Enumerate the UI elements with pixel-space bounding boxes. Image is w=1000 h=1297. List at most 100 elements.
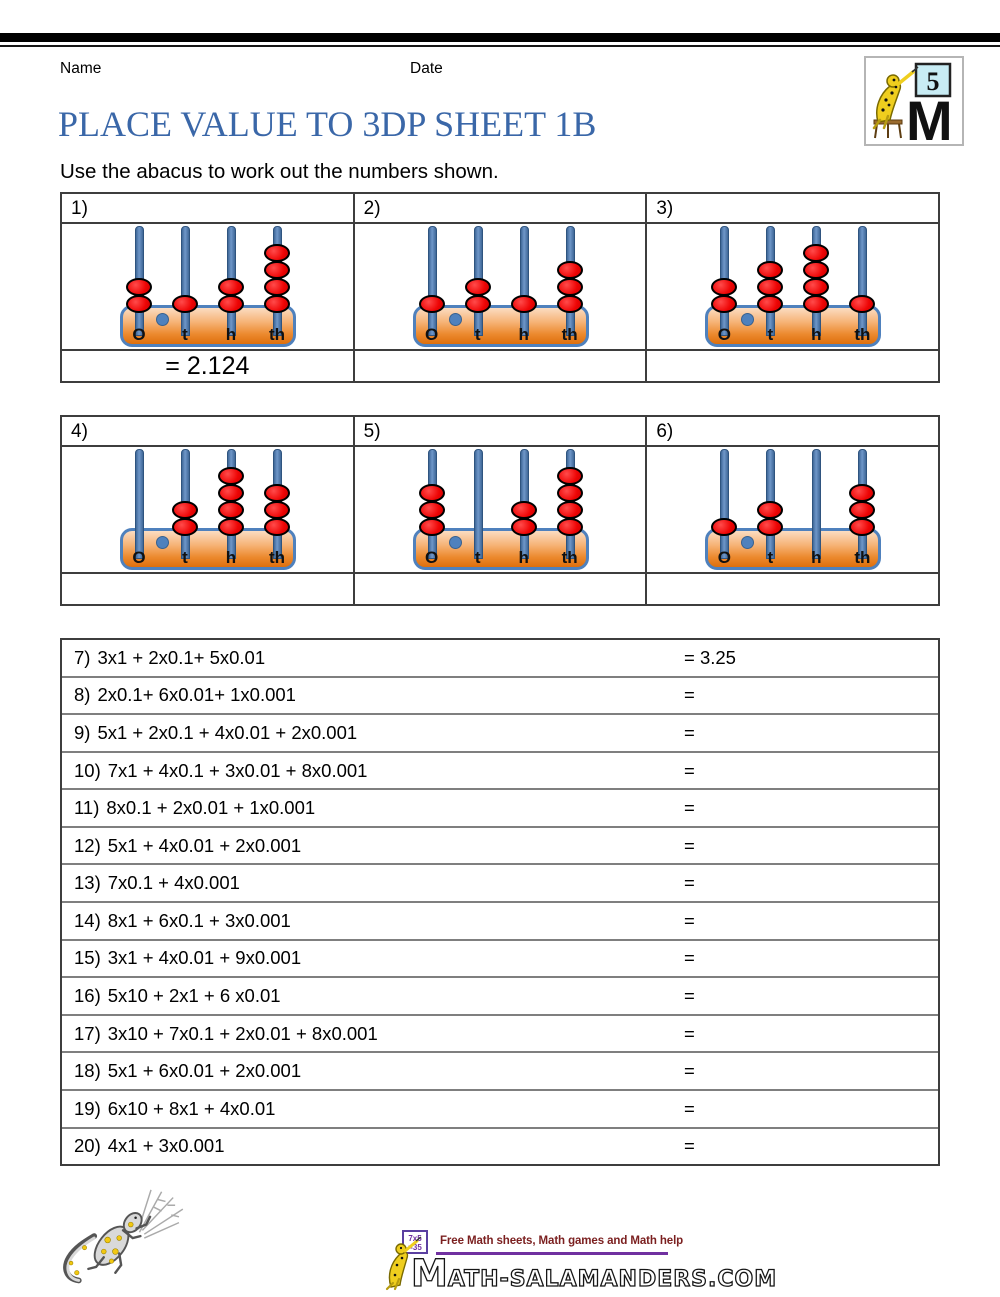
abacus-bead xyxy=(849,484,876,502)
abacus-bead xyxy=(418,501,445,519)
equation-answer: = xyxy=(684,947,695,969)
abacus-column-label: O xyxy=(132,325,146,344)
page-title: PLACE VALUE TO 3DP SHEET 1B xyxy=(58,104,597,144)
abacus-bead xyxy=(218,518,244,536)
abacus-bead xyxy=(757,261,784,279)
abacus-bead xyxy=(218,501,244,519)
equation-row: 8) 2x0.1+ 6x0.01+ 1x0.001 = xyxy=(62,675,938,714)
abacus-column-label: t xyxy=(767,548,774,567)
svg-text:M: M xyxy=(906,89,953,144)
abacus-base xyxy=(120,305,296,347)
equation-number: 14) xyxy=(74,909,101,931)
decimal-point-marker xyxy=(448,536,462,549)
footer-tagline: Free Math sheets, Math games and Math he… xyxy=(440,1235,684,1247)
abacus-bead xyxy=(711,295,738,313)
equation-number: 17) xyxy=(74,1022,101,1044)
equation-row: 11) 8x0.1 + 2x0.01 + 1x0.001 = xyxy=(62,788,938,826)
footer-purple-rule xyxy=(436,1252,668,1255)
equation-expression: 3x1 + 4x0.01 + 9x0.001 xyxy=(107,947,302,969)
abacus-rod xyxy=(720,449,730,559)
equation-expression: 7x0.1 + 4x0.001 xyxy=(107,872,240,894)
abacus-base xyxy=(120,528,296,570)
equation-answer: = xyxy=(684,797,695,819)
equation-expression: 5x1 + 6x0.01 + 2x0.001 xyxy=(107,1060,302,1082)
abacus-bead xyxy=(510,518,537,536)
equation-answer: = xyxy=(684,759,695,781)
abacus-column-label: h xyxy=(518,548,529,567)
abacus-column-label: t xyxy=(182,325,188,344)
abacus-bead xyxy=(803,261,830,279)
abacus-rod xyxy=(519,226,529,336)
svg-text:5: 5 xyxy=(927,67,940,96)
abacus-base xyxy=(705,528,882,570)
decimal-point-marker xyxy=(741,313,755,326)
equation-number: 19) xyxy=(74,1097,101,1119)
decimal-point-marker xyxy=(156,313,169,326)
abacus-bead xyxy=(264,244,290,262)
abacus-bead xyxy=(264,501,290,519)
date-label: Date xyxy=(410,60,443,77)
abacus-bead xyxy=(556,518,583,536)
equation-row: 9) 5x1 + 2x0.1 + 4x0.01 + 2x0.001 = xyxy=(62,713,938,751)
abacus-bead xyxy=(556,295,583,313)
abacus-bead xyxy=(556,467,583,485)
answer-cell xyxy=(62,572,353,603)
svg-text:7x5: 7x5 xyxy=(408,1234,422,1243)
problem-number: 3) xyxy=(647,194,939,224)
abacus-rod xyxy=(858,226,868,336)
equation-expression: 4x1 + 3x0.001 xyxy=(107,1135,225,1157)
abacus-base xyxy=(412,305,589,347)
problem-number: 2) xyxy=(354,194,646,224)
equation-row: 14) 8x1 + 6x0.1 + 3x0.001 = xyxy=(62,901,938,939)
instruction-text: Use the abacus to work out the numbers s… xyxy=(60,160,499,183)
abacus-bead xyxy=(218,278,244,296)
answer-cell xyxy=(647,572,939,603)
abacus-rod xyxy=(812,449,822,559)
abacus-bead xyxy=(172,518,198,536)
abacus-bead xyxy=(757,278,784,296)
abacus-bead xyxy=(418,484,445,502)
equation-row: 19) 6x10 + 8x1 + 4x0.01 = xyxy=(62,1088,938,1127)
decimal-point-marker xyxy=(741,536,755,549)
abacus-bead xyxy=(464,278,491,296)
equation-answer: = xyxy=(684,909,695,931)
equation-row: 18) 5x1 + 6x0.01 + 2x0.001 = xyxy=(62,1051,938,1089)
abacus-column-label: O xyxy=(717,548,731,567)
problem-number: 6) xyxy=(647,417,939,447)
answer-cell xyxy=(354,572,646,603)
equation-answer: = xyxy=(684,1135,695,1157)
problem-number: 1) xyxy=(62,194,353,224)
abacus-bead xyxy=(172,295,198,313)
equation-expression: 8x0.1 + 2x0.01 + 1x0.001 xyxy=(106,797,316,819)
abacus-column-label: O xyxy=(425,325,439,344)
equation-expression: 5x10 + 2x1 + 6 x0.01 xyxy=(107,984,281,1006)
equation-answer: = xyxy=(684,1060,695,1082)
abacus-bead xyxy=(464,295,491,313)
abacus-bead xyxy=(803,295,830,313)
equation-number: 12) xyxy=(74,834,101,856)
equation-row: 10) 7x1 + 4x0.1 + 3x0.01 + 8x0.001 = xyxy=(62,750,938,789)
equation-answer: = xyxy=(684,834,695,856)
equation-expression: 2x0.1+ 6x0.01+ 1x0.001 xyxy=(97,684,296,706)
top-rule-thin xyxy=(0,45,1000,47)
abacus-bead xyxy=(757,295,784,313)
site-rest: ATH-SALAMANDERS.COM xyxy=(447,1266,778,1292)
abacus-bead xyxy=(849,501,876,519)
abacus-column-label: th xyxy=(561,325,578,344)
equation-row: 15) 3x1 + 4x0.01 + 9x0.001 = xyxy=(62,938,938,977)
salamander-easel-icon: 7x5 =35 xyxy=(385,1230,428,1291)
equation-row: 20) 4x1 + 3x0.001 = xyxy=(62,1126,938,1165)
answer-cell xyxy=(647,349,939,380)
equation-number: 10) xyxy=(74,759,101,781)
abacus-column-label: t xyxy=(474,548,481,567)
abacus-bead xyxy=(264,278,290,296)
equation-answer: = xyxy=(684,984,695,1006)
abacus-bead xyxy=(556,501,583,519)
equation-answer: = xyxy=(684,1097,695,1119)
